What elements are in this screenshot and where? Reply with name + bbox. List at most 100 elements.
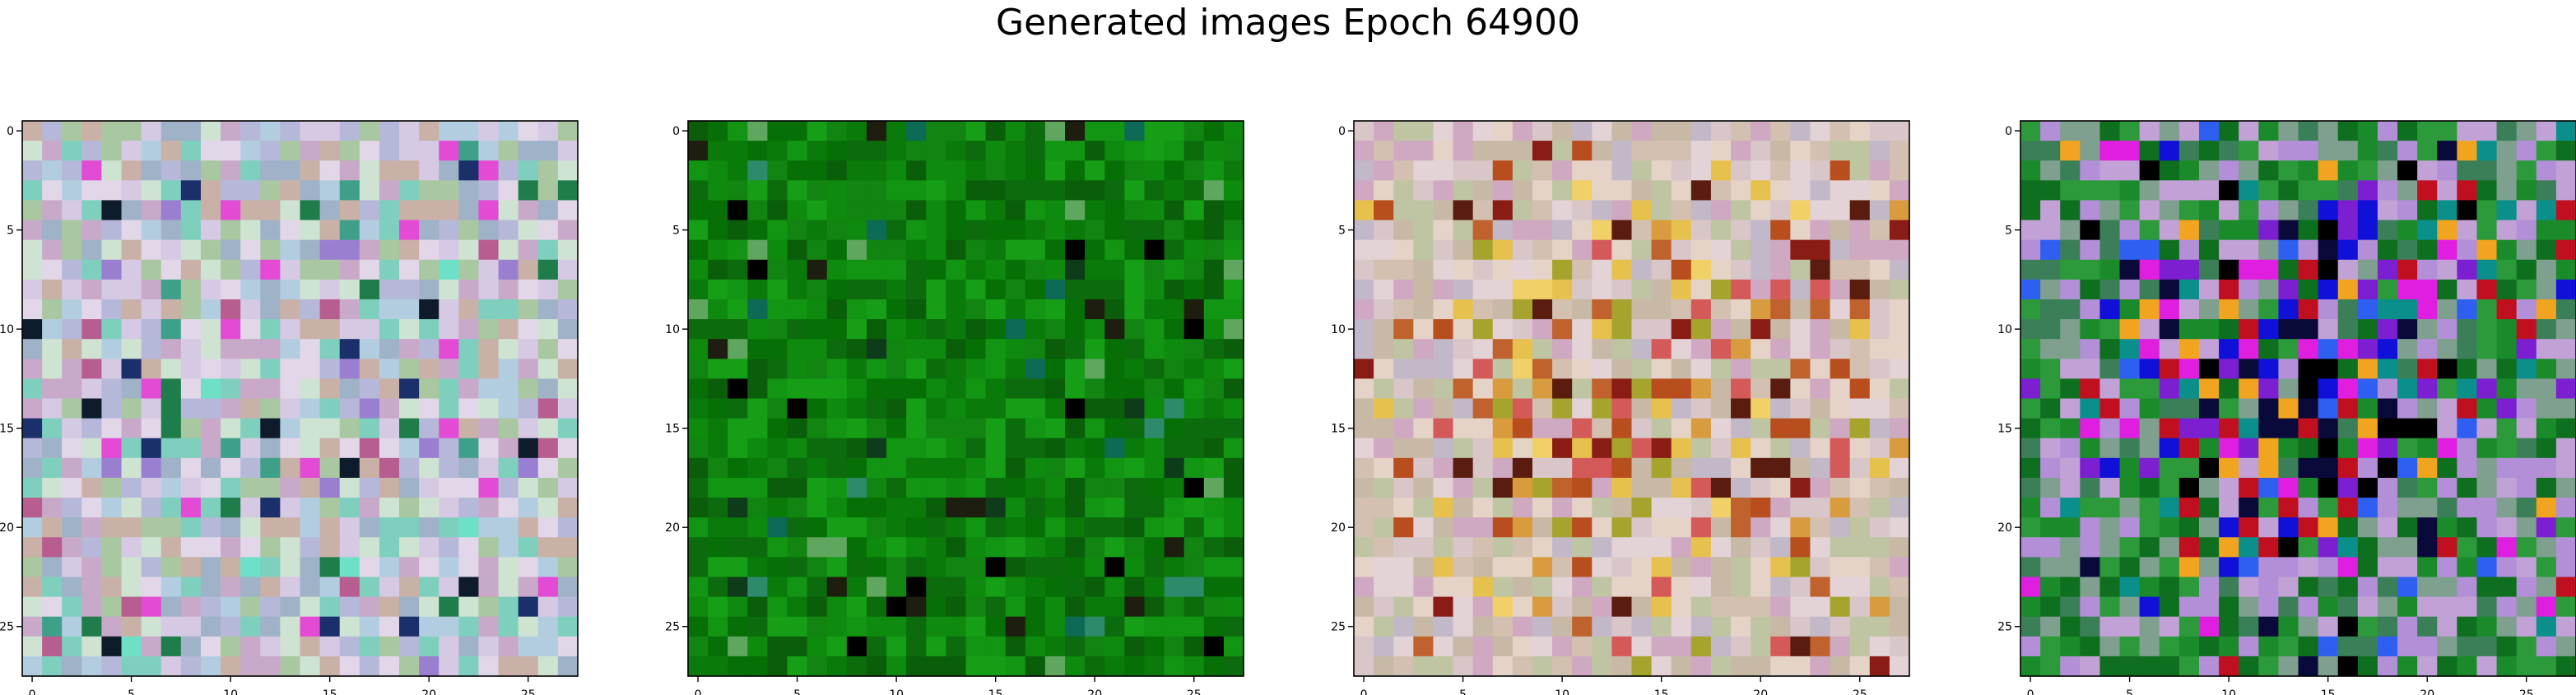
pixel-cell: [121, 636, 142, 657]
pixel-cell: [160, 596, 182, 618]
pixel-cell: [2198, 121, 2220, 141]
pixel-cell: [2437, 457, 2457, 479]
pixel-cell: [458, 378, 480, 400]
pixel-cell: [807, 200, 828, 221]
pixel-cell: [339, 319, 360, 340]
pixel-cell: [1889, 319, 1910, 340]
pixel-cell: [180, 418, 202, 439]
pixel-cell: [141, 180, 162, 202]
pixel-cell: [2139, 438, 2160, 459]
pixel-cell: [81, 121, 103, 141]
pixel-cell: [419, 359, 439, 379]
pixel-cell: [747, 259, 769, 280]
pixel-cell: [1065, 636, 1086, 657]
pixel-cell: [2397, 477, 2418, 498]
pixel-cell: [280, 537, 301, 558]
pixel-cell: [240, 557, 261, 578]
pixel-cell: [339, 477, 360, 498]
pixel-cell: [2239, 457, 2259, 479]
pixel-cell: [2337, 636, 2359, 657]
pixel-cell: [807, 418, 828, 439]
pixel-cell: [747, 319, 769, 340]
pixel-cell: [1849, 141, 1871, 161]
pixel-cell: [1104, 577, 1125, 598]
pixel-cell: [200, 378, 221, 400]
pixel-cell: [1354, 279, 1374, 300]
pixel-cell: [2060, 636, 2081, 657]
pixel-cell: [1869, 220, 1890, 241]
pixel-cell: [1512, 418, 1533, 439]
pixel-cell: [101, 239, 123, 261]
pixel-cell: [1671, 121, 1692, 141]
pixel-cell: [2377, 616, 2398, 637]
pixel-cell: [2496, 636, 2518, 657]
pixel-cell: [846, 656, 867, 677]
pixel-cell: [2198, 557, 2220, 578]
pixel-cell: [1433, 398, 1454, 419]
pixel-cell: [1005, 636, 1026, 657]
pixel-cell: [826, 616, 848, 637]
pixel-cell: [221, 557, 241, 578]
pixel-cell: [886, 636, 907, 657]
pixel-cell: [260, 259, 281, 280]
pixel-cell: [22, 299, 43, 320]
pixel-cell: [2258, 537, 2279, 558]
pixel-cell: [2457, 398, 2478, 419]
pixel-cell: [1164, 517, 1185, 538]
pixel-cell: [1374, 359, 1394, 379]
pixel-cell: [1810, 537, 1831, 558]
pixel-cell: [1433, 616, 1454, 637]
pixel-cell: [2417, 616, 2438, 637]
pixel-cell: [2357, 477, 2378, 498]
pixel-cell: [2119, 339, 2141, 359]
pixel-cell: [81, 438, 103, 459]
pixel-cell: [826, 537, 848, 558]
pixel-cell: [2020, 557, 2041, 578]
pixel-cell: [1810, 200, 1831, 221]
pixel-cell: [1005, 141, 1026, 161]
pixel-cell: [141, 577, 162, 598]
pixel-cell: [300, 359, 321, 379]
pixel-cell: [180, 279, 202, 300]
pixel-cell: [1889, 577, 1910, 598]
pixel-cell: [688, 477, 709, 498]
pixel-cell: [2337, 596, 2359, 618]
pixel-cell: [2318, 418, 2339, 439]
pixel-cell: [767, 141, 788, 161]
pixel-cell: [2099, 359, 2121, 379]
pixel-cell: [2278, 378, 2299, 400]
pixel-cell: [1183, 616, 1205, 637]
pixel-cell: [728, 596, 748, 618]
pixel-cell: [240, 220, 261, 241]
pixel-cell: [1164, 200, 1185, 221]
pixel-cell: [2198, 200, 2220, 221]
pixel-cell: [807, 121, 828, 141]
pixel-cell: [985, 339, 1007, 359]
pixel-cell: [2437, 359, 2457, 379]
pixel-cell: [1889, 239, 1910, 261]
pixel-cell: [1065, 596, 1086, 618]
pixel-cell: [2239, 359, 2259, 379]
pixel-cell: [2099, 339, 2121, 359]
pixel-cell: [200, 616, 221, 637]
pixel-cell: [787, 299, 808, 320]
pixel-cell: [2080, 259, 2101, 280]
y-tick-label: 15: [1331, 423, 1346, 436]
pixel-cell: [1751, 339, 1771, 359]
pixel-cell: [2278, 180, 2299, 202]
pixel-cell: [1453, 359, 1474, 379]
pixel-cell: [1492, 279, 1514, 300]
pixel-cell: [1044, 239, 1066, 261]
pixel-cell: [926, 577, 946, 598]
pixel-cell: [1592, 299, 1612, 320]
pixel-cell: [2099, 141, 2121, 161]
pixel-cell: [2476, 259, 2498, 280]
pixel-cell: [200, 359, 221, 379]
pixel-cell: [101, 359, 123, 379]
pixel-cell: [2476, 656, 2498, 677]
pixel-cell: [42, 200, 63, 221]
pixel-cell: [1065, 378, 1086, 400]
pixel-cell: [260, 457, 281, 479]
pixel-cell: [688, 517, 709, 538]
pixel-cell: [866, 438, 887, 459]
